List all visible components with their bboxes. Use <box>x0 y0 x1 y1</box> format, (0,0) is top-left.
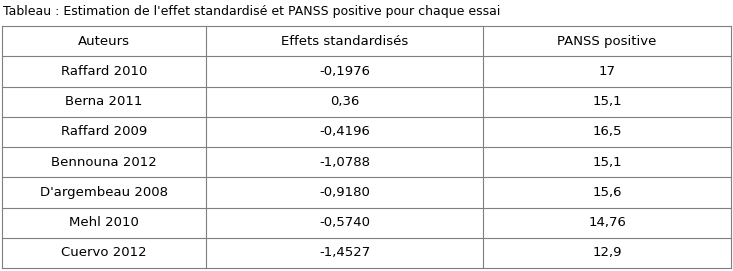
Text: PANSS positive: PANSS positive <box>557 35 657 48</box>
Text: 12,9: 12,9 <box>592 246 622 259</box>
Text: 16,5: 16,5 <box>592 125 622 138</box>
Text: -0,9180: -0,9180 <box>319 186 370 199</box>
Text: Raffard 2009: Raffard 2009 <box>61 125 147 138</box>
Text: 17: 17 <box>599 65 616 78</box>
Text: -0,5740: -0,5740 <box>319 216 370 229</box>
Text: -1,0788: -1,0788 <box>319 156 370 169</box>
Text: D'argembeau 2008: D'argembeau 2008 <box>40 186 168 199</box>
Text: Mehl 2010: Mehl 2010 <box>69 216 139 229</box>
Text: Effets standardisés: Effets standardisés <box>281 35 408 48</box>
Text: 15,1: 15,1 <box>592 156 622 169</box>
Text: -1,4527: -1,4527 <box>319 246 370 259</box>
Text: Auteurs: Auteurs <box>78 35 130 48</box>
Text: Berna 2011: Berna 2011 <box>65 95 143 108</box>
Text: Raffard 2010: Raffard 2010 <box>61 65 147 78</box>
Text: 15,1: 15,1 <box>592 95 622 108</box>
Text: 14,76: 14,76 <box>588 216 626 229</box>
Text: Bennouna 2012: Bennouna 2012 <box>51 156 157 169</box>
Text: Tableau : Estimation de l'effet standardisé et PANSS positive pour chaque essai: Tableau : Estimation de l'effet standard… <box>3 5 501 18</box>
Text: Cuervo 2012: Cuervo 2012 <box>62 246 147 259</box>
Text: 0,36: 0,36 <box>330 95 359 108</box>
Text: 15,6: 15,6 <box>592 186 622 199</box>
Text: -0,1976: -0,1976 <box>319 65 370 78</box>
Text: -0,4196: -0,4196 <box>319 125 370 138</box>
